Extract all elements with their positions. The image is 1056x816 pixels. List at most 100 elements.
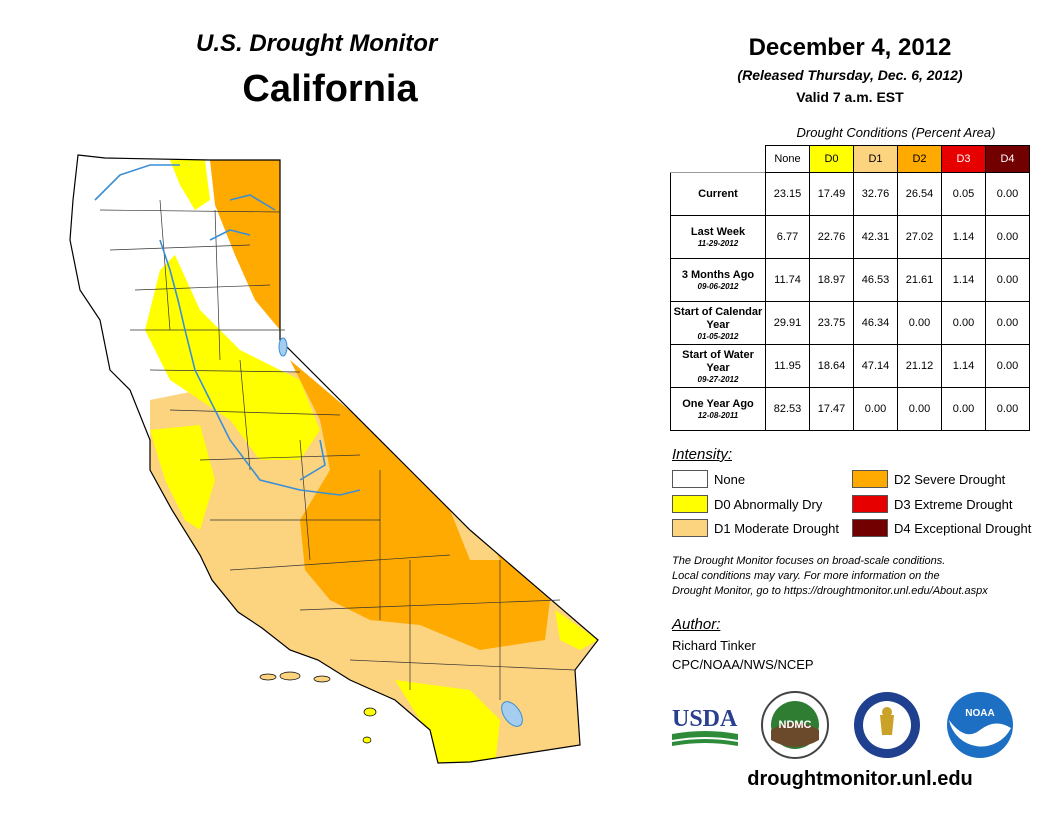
table-row: 3 Months Ago 09-06-2012 11.74 18.97 46.53… [670,258,1030,302]
table-cell: 23.15 [765,172,810,216]
state-outline [69,154,599,764]
legend-item-none: None [672,470,745,488]
table-cell: 18.97 [809,258,854,302]
table-row: Last Week 11-29-2012 6.77 22.76 42.31 27.… [670,215,1030,259]
author-name: Richard Tinker [672,638,756,653]
table-cell: 0.00 [985,215,1030,259]
salton-sea [501,701,523,727]
table-cell: 0.00 [941,387,986,431]
legend-swatch [672,470,708,488]
table-cell: 0.00 [985,172,1030,216]
map-d0-south [395,680,500,763]
table-cell: 0.00 [985,344,1030,388]
table-row: One Year Ago 12-08-2011 82.53 17.47 0.00 … [670,387,1030,431]
row-label: Start of Water Year 09-27-2012 [670,344,766,388]
map-d2-east [290,360,550,650]
table-cell: 1.14 [941,258,986,302]
table-cell: 46.53 [853,258,898,302]
table-cell: 11.74 [765,258,810,302]
table-cell: 0.00 [853,387,898,431]
map-d0-north [170,160,210,210]
table-caption: Drought Conditions (Percent Area) [796,125,996,140]
table-cell: 42.31 [853,215,898,259]
legend-item-d4: D4 Exceptional Drought [852,519,1031,537]
table-cell: 32.76 [853,172,898,216]
lake-tahoe [278,337,288,357]
legend-title: Intensity: [672,446,733,463]
channel-islands [259,671,377,744]
table-cell: 0.00 [985,258,1030,302]
noaa-logo-text: NOAA [965,708,994,719]
table-cell: 1.14 [941,344,986,388]
table-header-row: None D0 D1 D2 D3 D4 [671,145,1030,173]
table-row: Current 23.15 17.49 32.76 26.54 0.05 0.0… [670,172,1030,216]
info-note: The Drought Monitor focuses on broad-sca… [672,554,1042,599]
table-cell: 0.00 [985,301,1030,345]
legend-label: D3 Extreme Drought [894,496,1013,512]
note-link[interactable]: Drought Monitor, go to https://droughtmo… [672,585,988,597]
release-date: (Released Thursday, Dec. 6, 2012) [737,67,963,83]
table-cell: 1.14 [941,215,986,259]
commerce-logo [854,692,920,758]
row-label: Last Week 11-29-2012 [670,215,766,259]
table-corner [671,146,766,173]
legend-label: D1 Moderate Drought [714,520,840,536]
row-label: Start of Calendar Year 01-05-2012 [670,301,766,345]
table-cell: 18.64 [809,344,854,388]
legend-swatch [672,519,708,537]
table-row: Start of Water Year 09-27-2012 11.95 18.6… [670,344,1030,388]
table-cell: 47.14 [853,344,898,388]
col-header-d1: D1 [853,145,898,173]
table-cell: 82.53 [765,387,810,431]
table-cell: 27.02 [897,215,942,259]
table-cell: 17.47 [809,387,854,431]
table-cell: 46.34 [853,301,898,345]
rivers [94,164,361,496]
table-cell: 26.54 [897,172,942,216]
map-d0-coast [150,425,215,530]
legend-label: D2 Severe Drought [894,471,1006,487]
table-cell: 29.91 [765,301,810,345]
noaa-logo: NOAA [947,692,1013,758]
legend-swatch [852,519,888,537]
row-label: Current [670,172,766,216]
row-label: 3 Months Ago 09-06-2012 [670,258,766,302]
site-link[interactable]: droughtmonitor.unl.edu [747,768,973,790]
legend-label: None [714,471,746,487]
table-cell: 0.00 [897,387,942,431]
usda-logo: USDA [672,706,738,746]
note-line: Local conditions may vary. For more info… [672,570,940,582]
ndmc-logo: NDMC [761,691,829,759]
legend-item-d0: D0 Abnormally Dry [672,495,822,513]
county-lines [99,199,576,700]
col-header-d4: D4 [985,145,1030,173]
table-cell: 6.77 [765,215,810,259]
legend-swatch [672,495,708,513]
table-cell: 21.12 [897,344,942,388]
table-cell: 11.95 [765,344,810,388]
legend-swatch [852,495,888,513]
legend-item-d3: D3 Extreme Drought [852,495,1013,513]
legend-swatch [852,470,888,488]
row-label: One Year Ago 12-08-2011 [670,387,766,431]
map-title: U.S. Drought Monitor [196,30,438,57]
ndmc-logo-text: NDMC [779,719,812,731]
author-org: CPC/NOAA/NWS/NCEP [672,657,814,672]
legend-label: D4 Exceptional Drought [894,520,1032,536]
author-title: Author: [672,616,721,633]
note-line: The Drought Monitor focuses on broad-sca… [672,555,946,567]
col-header-d0: D0 [809,145,854,173]
table-cell: 17.49 [809,172,854,216]
legend-item-d1: D1 Moderate Drought [672,519,839,537]
table-cell: 21.61 [897,258,942,302]
col-header-d3: D3 [941,145,986,173]
usda-logo-text: USDA [672,706,738,732]
state-title: California [242,68,418,110]
table-row: Start of Calendar Year 01-05-2012 29.91 2… [670,301,1030,345]
col-header-none: None [765,145,810,173]
table-cell: 0.00 [985,387,1030,431]
map-d0-southeast [555,610,598,650]
legend-label: D0 Abnormally Dry [714,496,823,512]
valid-time: Valid 7 a.m. EST [796,89,904,105]
table-cell: 0.05 [941,172,986,216]
